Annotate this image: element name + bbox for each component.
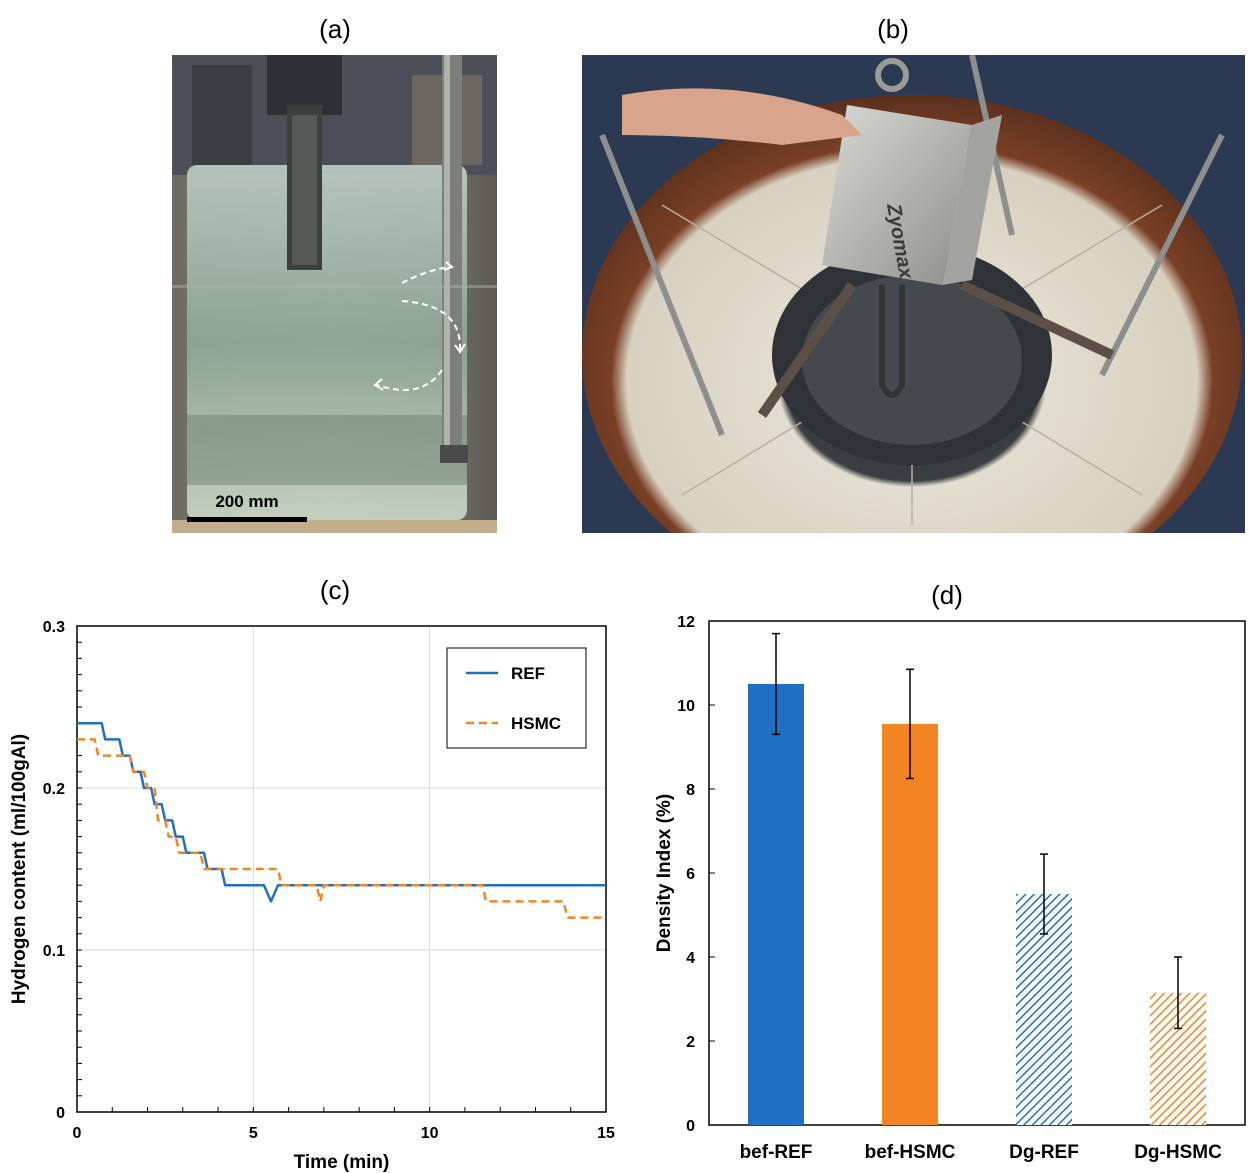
x-tick-label: 5 bbox=[249, 1125, 258, 1142]
panel-c-label: (c) bbox=[319, 575, 351, 605]
x-tick-label: 15 bbox=[597, 1125, 615, 1142]
furnace-photo: Zyomax bbox=[582, 55, 1245, 533]
chart-c-series bbox=[77, 721, 606, 919]
y-tick-label: 10 bbox=[677, 698, 695, 715]
chart-c-plot-frame bbox=[76, 625, 607, 1113]
legend-label-hsmc: HSMC bbox=[511, 714, 561, 733]
bar-bef-ref bbox=[748, 684, 804, 1125]
chart-c-y-axis-label: Hydrogen content (ml/100gAl) bbox=[9, 734, 30, 1004]
category-label-dg-ref: Dg-REF bbox=[1009, 1142, 1079, 1163]
y-tick-label: 2 bbox=[686, 1034, 695, 1051]
hydrogen-content-chart: 0 0.1 0.2 0.3 0 5 10 15 Time (min) Hydrogen co… bbox=[9, 619, 615, 1173]
series-line-hsmc bbox=[77, 738, 606, 919]
chart-c-minor-ticks bbox=[77, 641, 572, 1112]
y-tick-label: 0.3 bbox=[43, 619, 65, 636]
scale-bar-label: 200 mm bbox=[215, 492, 278, 511]
x-tick-label: 10 bbox=[421, 1125, 439, 1142]
y-tick-label: 0 bbox=[56, 1105, 65, 1122]
y-tick-label: 0 bbox=[686, 1118, 695, 1135]
panel-a-label: (a) bbox=[319, 14, 351, 44]
furnace-illustration: Zyomax bbox=[582, 55, 1245, 533]
chart-c-x-axis-label: Time (min) bbox=[294, 1152, 390, 1173]
y-tick-label: 4 bbox=[686, 950, 695, 967]
chart-d-bars bbox=[748, 632, 1206, 1125]
y-tick-label: 0.1 bbox=[43, 943, 65, 960]
y-tick-label: 0.2 bbox=[43, 781, 65, 798]
y-tick-label: 6 bbox=[686, 866, 695, 883]
chart-c-x-tick-labels: 0 5 10 15 bbox=[73, 1125, 615, 1142]
chart-c-legend-box bbox=[446, 647, 587, 749]
water-model-photo: 200 mm bbox=[172, 55, 497, 533]
chart-c-gridlines bbox=[77, 626, 606, 1112]
water-model-illustration: 200 mm bbox=[172, 55, 497, 533]
y-tick-label: 8 bbox=[686, 782, 695, 799]
category-label-bef-hsmc: bef-HSMC bbox=[865, 1142, 956, 1163]
chart-d-category-labels: bef-REF bef-HSMC Dg-REF Dg-HSMC bbox=[740, 1142, 1222, 1163]
legend-label-ref: REF bbox=[511, 664, 545, 683]
panel-d-label: (d) bbox=[931, 580, 963, 610]
chart-c-y-tick-labels: 0 0.1 0.2 0.3 bbox=[43, 619, 65, 1122]
x-tick-label: 0 bbox=[73, 1125, 82, 1142]
panel-b-label: (b) bbox=[877, 14, 909, 44]
density-index-chart: 0 2 4 6 8 10 12 bef-REF bef-HSMC Dg-REF Dg-HSMC D… bbox=[654, 614, 1246, 1163]
y-tick-label: 12 bbox=[677, 614, 695, 631]
series-line-ref bbox=[77, 721, 606, 903]
chart-d-y-tick-labels: 0 2 4 6 8 10 12 bbox=[677, 614, 715, 1135]
bar-bef-hsmc bbox=[882, 723, 938, 1125]
chart-c-legend: REF HSMC bbox=[446, 647, 587, 749]
category-label-dg-hsmc: Dg-HSMC bbox=[1134, 1142, 1222, 1163]
chart-d-y-axis-label: Density Index (%) bbox=[654, 794, 675, 952]
category-label-bef-ref: bef-REF bbox=[740, 1142, 813, 1163]
